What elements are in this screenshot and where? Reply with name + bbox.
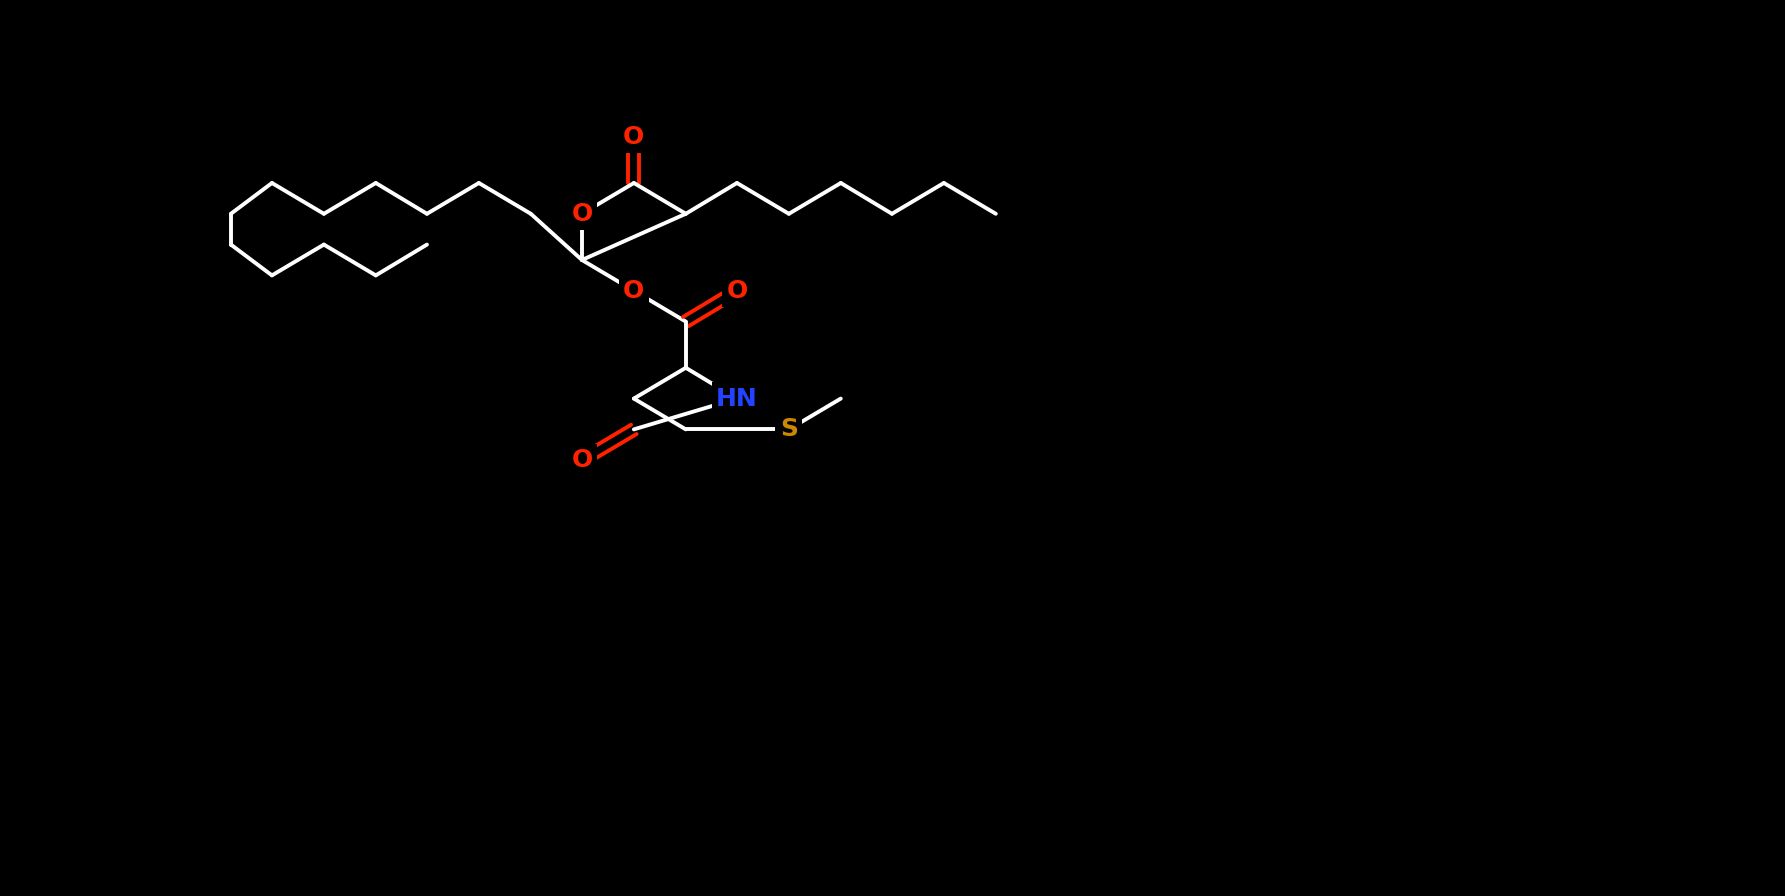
Text: O: O [623,125,644,149]
Text: S: S [780,418,798,442]
Text: O: O [623,279,644,303]
Text: O: O [726,279,748,303]
Text: O: O [571,202,593,226]
Text: O: O [571,448,593,472]
Text: HN: HN [716,386,759,410]
